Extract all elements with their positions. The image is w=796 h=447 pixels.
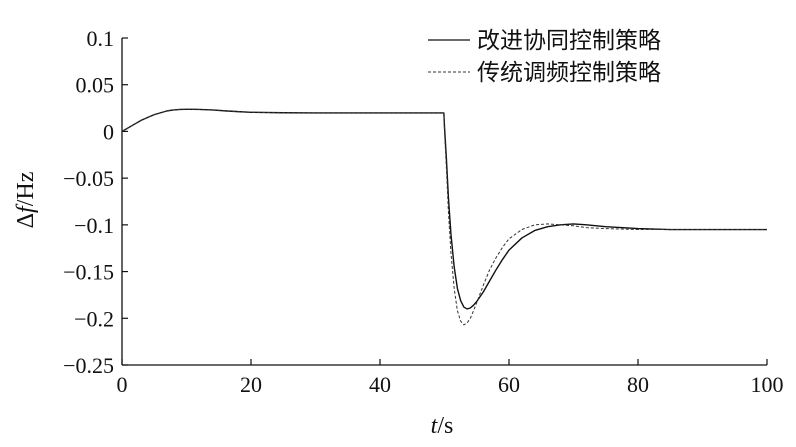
- axes: [121, 38, 767, 366]
- x-axis-title-var: t: [431, 413, 439, 439]
- y-tick-label: 0.1: [87, 26, 115, 51]
- x-tick-label: 100: [751, 372, 784, 397]
- y-ticks: 0.1 0.05 0 −0.05 −0.1 −0.15 −0.2 −0.25: [63, 26, 128, 378]
- legend-label-traditional: 传统调频控制策略: [477, 60, 661, 86]
- y-axis-title-var: f: [13, 203, 39, 213]
- y-axis-title: Δf/Hz: [13, 172, 39, 229]
- y-tick-label: −0.05: [63, 166, 114, 191]
- x-ticks: 0 20 40 60 80 100: [117, 359, 784, 397]
- y-axis-title-unit: /Hz: [13, 172, 39, 207]
- x-axis-title-unit: /s: [437, 413, 453, 439]
- y-axis-title-symbol: Δ: [13, 213, 39, 228]
- legend-label-improved: 改进协同控制策略: [477, 28, 661, 54]
- y-tick-label: −0.25: [63, 353, 114, 378]
- y-tick-label: 0.05: [76, 73, 115, 98]
- series-line-improved: [121, 108, 767, 310]
- x-axis-title: t/s: [431, 413, 454, 439]
- y-tick-label: 0: [103, 119, 114, 144]
- x-tick-label: 80: [627, 372, 649, 397]
- x-tick-label: 60: [498, 372, 520, 397]
- series-layer: [121, 108, 767, 326]
- y-tick-label: −0.2: [74, 306, 114, 331]
- legend: 改进协同控制策略 传统调频控制策略: [428, 28, 661, 86]
- y-tick-label: −0.15: [63, 260, 114, 285]
- x-tick-label: 40: [369, 372, 391, 397]
- x-tick-label: 20: [240, 372, 262, 397]
- x-tick-label: 0: [117, 372, 128, 397]
- y-tick-label: −0.1: [74, 213, 114, 238]
- series-line-traditional: [121, 108, 767, 326]
